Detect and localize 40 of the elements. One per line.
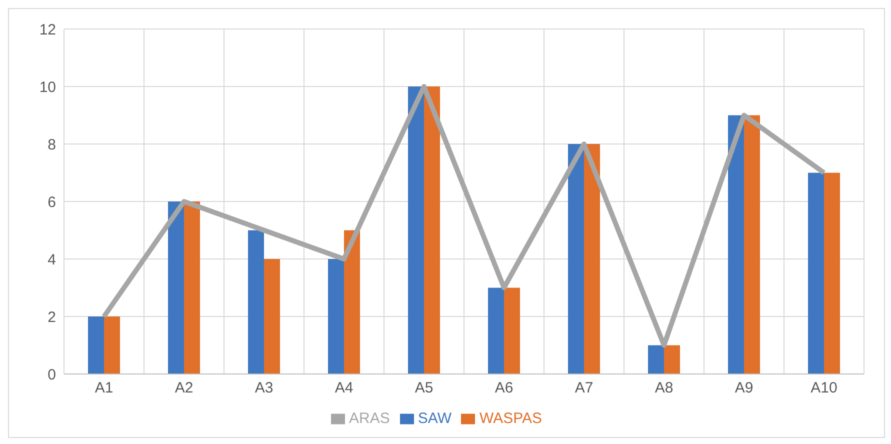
legend-label: WASPAS <box>479 410 542 427</box>
bar <box>488 288 504 374</box>
x-tick-label: A1 <box>94 380 114 397</box>
x-tick-label: A8 <box>654 380 674 397</box>
y-tick-label: 2 <box>48 308 56 326</box>
bar <box>344 230 360 374</box>
bar <box>648 345 664 374</box>
x-tick-label: A2 <box>174 380 194 397</box>
bar <box>104 316 120 374</box>
y-tick-label: 4 <box>48 251 56 268</box>
x-tick-label: A9 <box>734 380 754 397</box>
y-tick-label: 10 <box>39 78 56 96</box>
bar <box>808 172 824 374</box>
y-tick-label: 6 <box>48 194 56 211</box>
x-tick-label: A7 <box>574 380 594 397</box>
x-tick-label: A3 <box>254 380 274 397</box>
bar <box>248 230 264 374</box>
bar <box>88 316 104 374</box>
x-tick-label: A4 <box>334 380 354 397</box>
bar <box>728 115 744 374</box>
x-tick-label: A6 <box>494 380 514 397</box>
bar <box>408 86 424 374</box>
bar <box>664 345 680 374</box>
y-tick-label: 8 <box>48 136 56 154</box>
bar <box>568 144 584 374</box>
bar <box>264 259 280 374</box>
bar <box>424 86 440 374</box>
x-tick-label: A5 <box>414 380 434 397</box>
bar <box>824 172 840 374</box>
y-tick-label: 0 <box>48 366 56 384</box>
legend-label: SAW <box>418 410 452 427</box>
x-tick-label: A10 <box>810 380 838 397</box>
bar <box>184 202 200 374</box>
bar <box>584 144 600 374</box>
bar <box>328 259 344 374</box>
bar <box>168 202 184 374</box>
y-tick-label: 12 <box>39 21 56 38</box>
bar <box>504 288 520 374</box>
legend-label: ARAS <box>349 410 390 427</box>
bar <box>744 115 760 374</box>
